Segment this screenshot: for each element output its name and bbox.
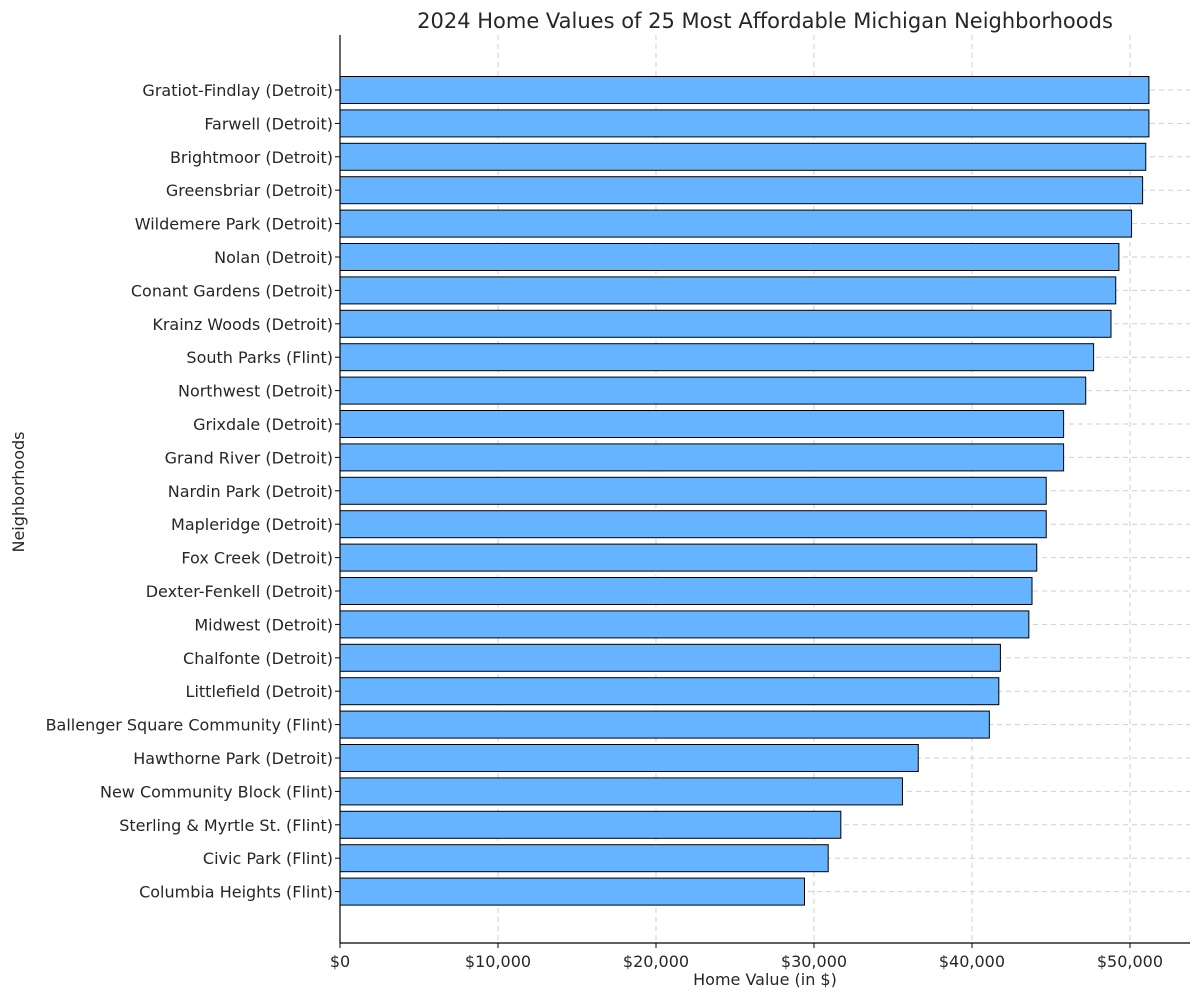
bar bbox=[339, 877, 805, 906]
x-tick-label: $10,000 bbox=[465, 952, 531, 971]
bar bbox=[339, 677, 1000, 706]
bar bbox=[339, 109, 1150, 138]
category-label: Ballenger Square Community (Flint) bbox=[46, 716, 333, 735]
bar bbox=[339, 577, 1033, 605]
bar bbox=[339, 410, 1065, 438]
label-layer: $0 $10,000 $20,000 $30,000 $40,000 $50,000 Gra… bbox=[46, 81, 1163, 971]
bar bbox=[339, 443, 1065, 472]
category-label: Grand River (Detroit) bbox=[165, 448, 333, 467]
bar bbox=[339, 309, 1112, 338]
bar bbox=[339, 243, 1120, 271]
category-label: Columbia Heights (Flint) bbox=[139, 883, 333, 902]
bar bbox=[339, 176, 1144, 205]
category-label: Fox Creek (Detroit) bbox=[181, 549, 333, 568]
category-label: Mapleridge (Detroit) bbox=[171, 515, 333, 534]
bar bbox=[339, 744, 919, 772]
category-label: Gratiot-Findlay (Detroit) bbox=[142, 81, 333, 100]
bar bbox=[339, 476, 1047, 505]
bar bbox=[339, 710, 990, 739]
bar bbox=[339, 376, 1087, 405]
category-label: Greensbriar (Detroit) bbox=[166, 181, 333, 200]
bar-layer bbox=[339, 76, 1150, 906]
category-label: Hawthorne Park (Detroit) bbox=[133, 749, 333, 768]
x-tick-label: $30,000 bbox=[781, 952, 847, 971]
x-axis-title: Home Value (in $) bbox=[693, 970, 837, 989]
category-label: Krainz Woods (Detroit) bbox=[152, 315, 333, 334]
bar bbox=[339, 810, 842, 839]
bar bbox=[339, 209, 1133, 238]
category-label: Northwest (Detroit) bbox=[178, 382, 333, 401]
bar bbox=[339, 844, 829, 873]
category-label: Civic Park (Flint) bbox=[203, 849, 333, 868]
bar bbox=[339, 343, 1095, 372]
bar bbox=[339, 510, 1047, 539]
bar bbox=[339, 610, 1030, 639]
category-label: Midwest (Detroit) bbox=[194, 615, 333, 634]
x-tick-label: $50,000 bbox=[1097, 952, 1163, 971]
category-label: Wildemere Park (Detroit) bbox=[135, 215, 333, 234]
x-tick-label: $20,000 bbox=[623, 952, 689, 971]
bar bbox=[339, 777, 903, 806]
category-label: Nardin Park (Detroit) bbox=[168, 482, 333, 501]
bar bbox=[339, 76, 1150, 104]
category-label: Dexter-Fenkell (Detroit) bbox=[146, 582, 333, 601]
category-label: Nolan (Detroit) bbox=[214, 248, 333, 267]
category-label: Grixdale (Detroit) bbox=[193, 415, 333, 434]
category-label: Farwell (Detroit) bbox=[204, 114, 333, 133]
category-label: New Community Block (Flint) bbox=[100, 782, 333, 801]
bar bbox=[339, 142, 1147, 171]
x-tick-label: $0 bbox=[330, 952, 350, 971]
category-label: Brightmoor (Detroit) bbox=[170, 148, 333, 167]
bar bbox=[339, 543, 1038, 572]
chart-title: 2024 Home Values of 25 Most Affordable M… bbox=[417, 9, 1113, 33]
category-label: South Parks (Flint) bbox=[186, 348, 333, 367]
category-label: Littlefield (Detroit) bbox=[186, 682, 333, 701]
axis-layer bbox=[335, 35, 1190, 948]
category-label: Chalfonte (Detroit) bbox=[183, 649, 333, 668]
y-axis-title: Neighborhoods bbox=[9, 431, 28, 552]
category-label: Conant Gardens (Detroit) bbox=[131, 281, 333, 300]
bar bbox=[339, 643, 1001, 672]
bar bbox=[339, 276, 1117, 305]
category-label: Sterling & Myrtle St. (Flint) bbox=[119, 816, 333, 835]
x-tick-label: $40,000 bbox=[939, 952, 1005, 971]
